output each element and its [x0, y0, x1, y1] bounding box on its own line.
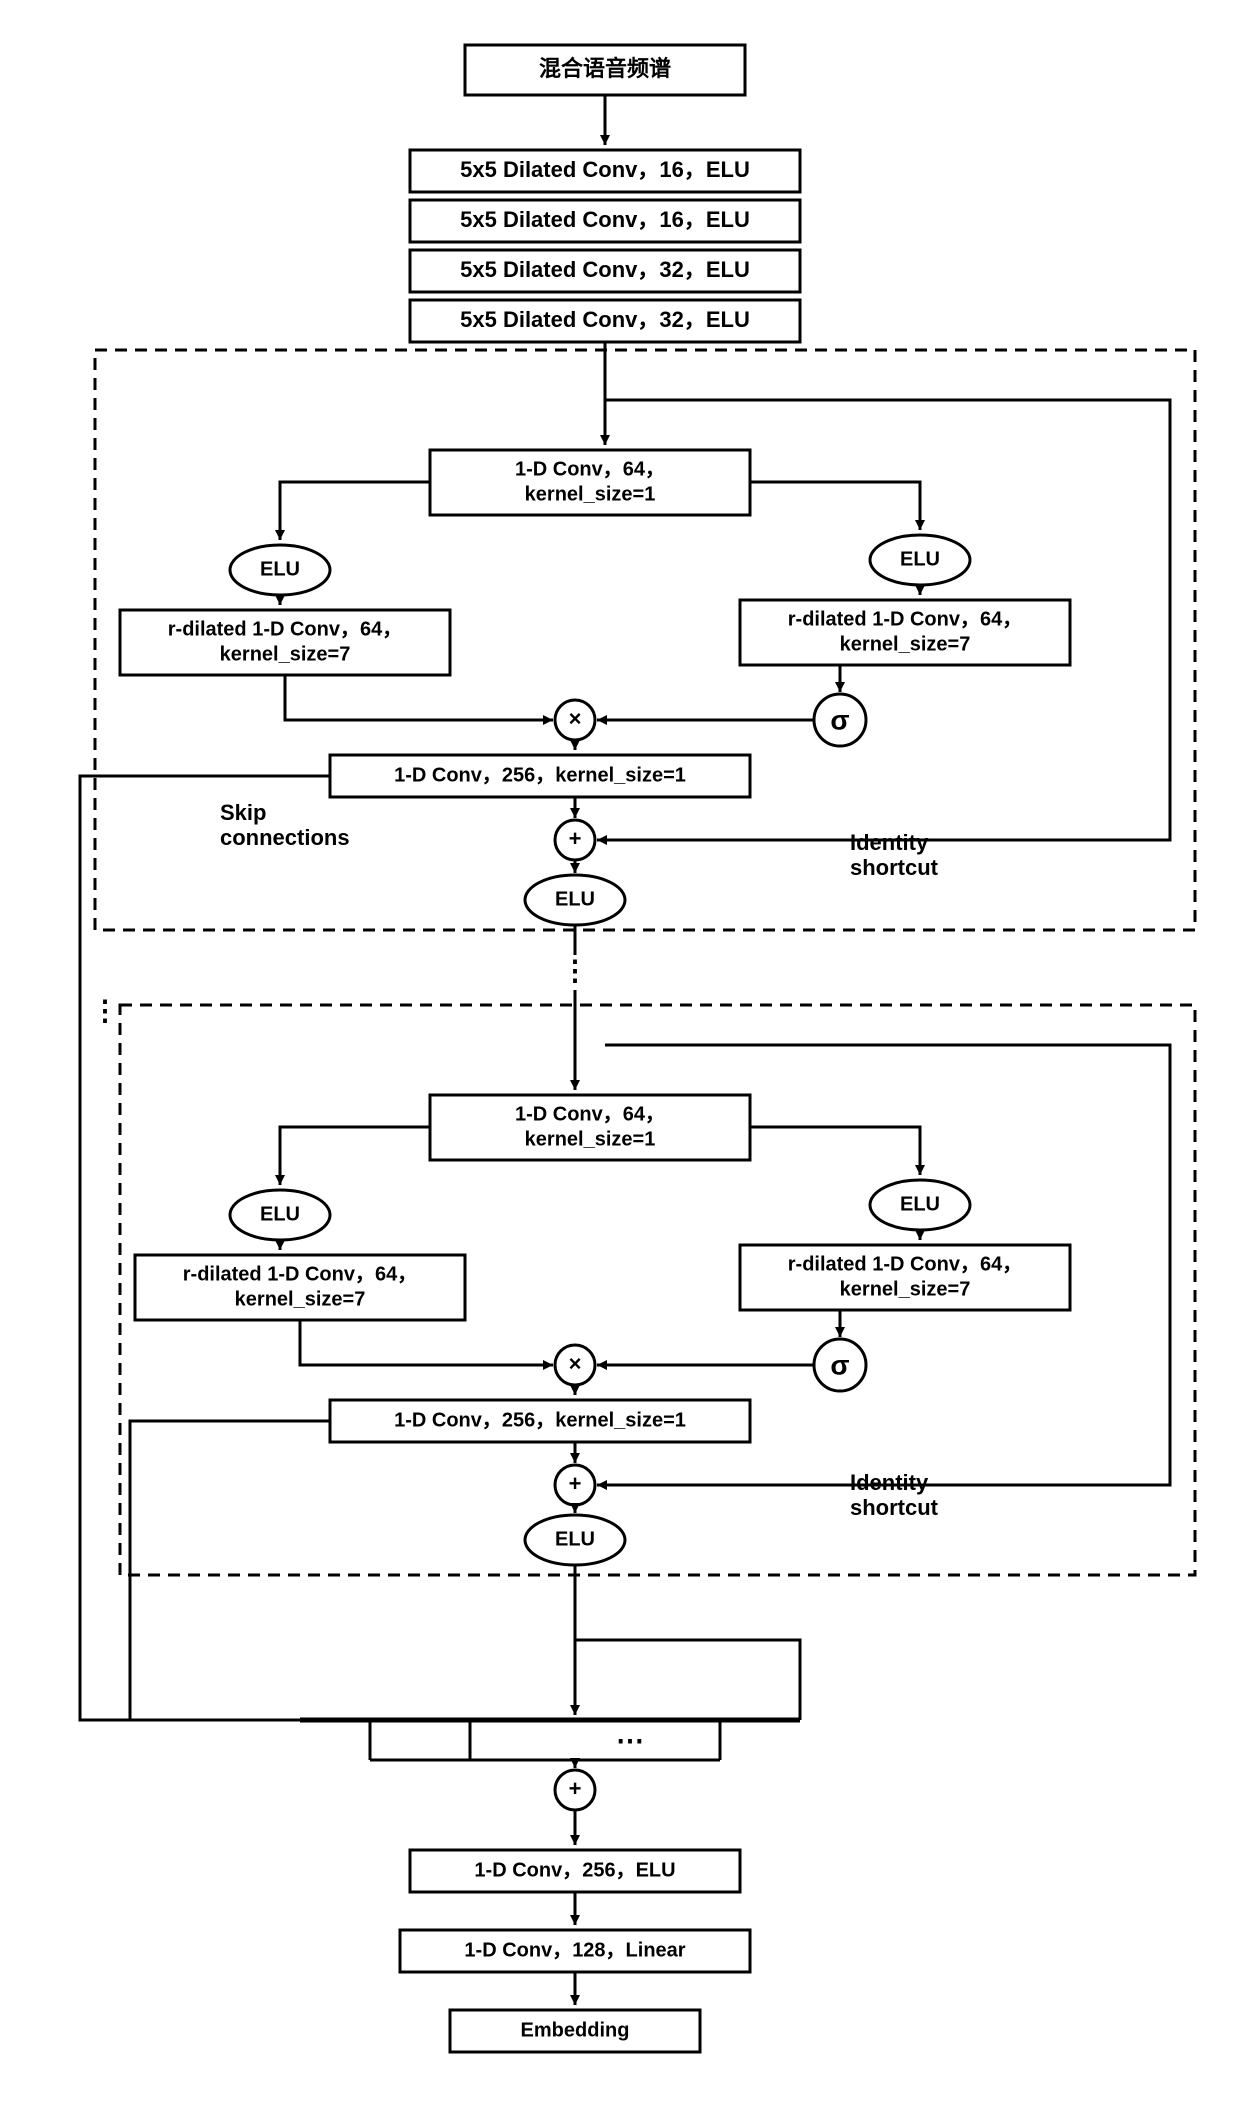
b1-skip-l2: connections — [220, 825, 350, 850]
b2-id-l1: Identity — [850, 1470, 929, 1495]
b2-dconv-left-l2: kernel_size=7 — [235, 1288, 366, 1310]
b2-add-label: + — [569, 1471, 582, 1496]
b1-conv-top-l1: 1-D Conv，64， — [515, 458, 665, 480]
dots-merge: ⋯ — [616, 1725, 644, 1756]
b1-conv-mid-label: 1-D Conv，256，kernel_size=1 — [394, 764, 686, 786]
conv4-label: 5x5 Dilated Conv，32，ELU — [460, 307, 750, 332]
b1-dconv-right-l2: kernel_size=7 — [840, 633, 971, 655]
b2-mult-label: × — [569, 1351, 582, 1376]
b2-conv-top-l1: 1-D Conv，64， — [515, 1103, 665, 1125]
b1-skip-l1: Skip — [220, 800, 266, 825]
embedding-label: Embedding — [521, 2019, 630, 2041]
final-add-label: + — [569, 1776, 582, 1801]
b2-id-l2: shortcut — [850, 1495, 939, 1520]
b2-elu-right-label: ELU — [900, 1193, 940, 1215]
b1-add-label: + — [569, 826, 582, 851]
b1-conv-top-l2: kernel_size=1 — [525, 483, 656, 505]
conv1-label: 5x5 Dilated Conv，16，ELU — [460, 157, 750, 182]
b1-id-l2: shortcut — [850, 855, 939, 880]
b1-dconv-left-l1: r-dilated 1-D Conv，64， — [168, 618, 402, 640]
dots-mid: ⋮ — [561, 955, 589, 986]
b1-sigma-label: σ — [830, 704, 849, 735]
conv2-label: 5x5 Dilated Conv，16，ELU — [460, 207, 750, 232]
b2-elu-bottom-label: ELU — [555, 1528, 595, 1550]
b2-conv-top-l2: kernel_size=1 — [525, 1128, 656, 1150]
conv-final1-label: 1-D Conv，256，ELU — [474, 1859, 675, 1881]
diagram-svg: 混合语音频谱 5x5 Dilated Conv，16，ELU 5x5 Dilat… — [20, 20, 1240, 2106]
b1-id-l1: Identity — [850, 830, 929, 855]
b2-dconv-right-l1: r-dilated 1-D Conv，64， — [788, 1253, 1022, 1275]
b1-mult-label: × — [569, 706, 582, 731]
input-label: 混合语音频谱 — [539, 56, 671, 81]
b1-elu-right-label: ELU — [900, 548, 940, 570]
b1-dconv-left-l2: kernel_size=7 — [220, 643, 351, 665]
b1-dconv-right-l1: r-dilated 1-D Conv，64， — [788, 608, 1022, 630]
b2-dconv-left-l1: r-dilated 1-D Conv，64， — [183, 1263, 417, 1285]
b2-sigma-label: σ — [830, 1349, 849, 1380]
conv3-label: 5x5 Dilated Conv，32，ELU — [460, 257, 750, 282]
b2-conv-mid-label: 1-D Conv，256，kernel_size=1 — [394, 1409, 686, 1431]
conv-final2-label: 1-D Conv，128，Linear — [464, 1939, 685, 1961]
b1-elu-left-label: ELU — [260, 558, 300, 580]
b2-dconv-right-l2: kernel_size=7 — [840, 1278, 971, 1300]
b2-elu-left-label: ELU — [260, 1203, 300, 1225]
dots-left: ⋮ — [91, 995, 119, 1026]
b1-elu-bottom-label: ELU — [555, 888, 595, 910]
